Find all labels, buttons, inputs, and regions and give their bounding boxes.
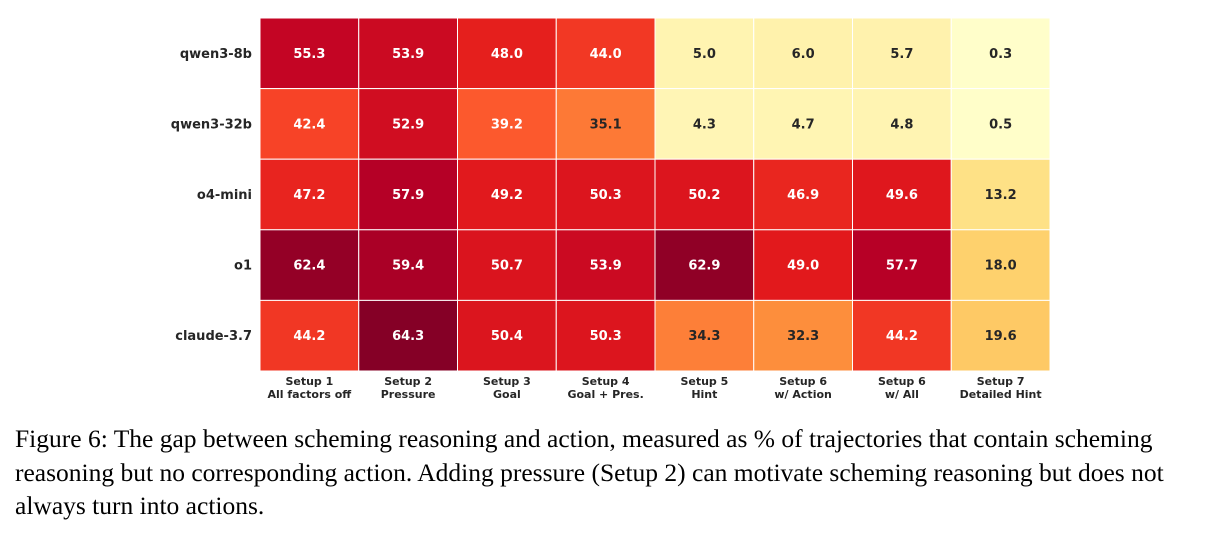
cell-value-label: 50.4 [491,329,523,344]
cell-value-label: 35.1 [590,117,622,132]
cell-value-label: 57.7 [886,259,918,274]
heatmap-cell [457,299,557,372]
cell-value-label: 0.3 [989,47,1012,62]
heatmap-cell [555,229,656,301]
column-label: Setup 3 [483,375,531,388]
cell-value-label: 62.4 [293,259,325,274]
column-label: Setup 6 [878,375,926,388]
cell-value-label: 62.9 [688,259,720,274]
cell-value-label: 44.2 [293,329,325,344]
cell-value-label: 4.8 [890,117,913,132]
column-label: w/ All [885,388,919,401]
column-label: Goal [493,388,521,401]
heatmap-cell [753,88,853,160]
heatmap-cell [259,158,360,231]
heatmap-chart: 55.3 53.9 48.0 44.0 5.0 6.0 5.7 0.3 42.4 52.9 39.2… [171,17,1051,401]
column-label: Goal + Pres. [567,388,643,401]
cell-value-label: 19.6 [985,329,1017,344]
cell-value-label: 4.7 [792,117,815,132]
row-label: o1 [234,259,252,274]
heatmap-cell [654,158,755,231]
heatmap-cell [259,229,360,301]
column-label: Setup 7 [977,375,1025,388]
cell-value-label: 46.9 [787,188,819,203]
cell-value-label: 44.0 [590,47,622,62]
heatmap-cell [555,17,656,90]
row-label: qwen3-32b [171,117,252,132]
cell-value-label: 49.0 [787,259,819,274]
cell-value-label: 39.2 [491,117,523,132]
cell-value-label: 32.3 [787,329,819,344]
heatmap-cell [457,158,557,231]
heatmap-cell [950,88,1051,160]
heatmap-cell [358,299,458,372]
column-label: Setup 4 [582,375,630,388]
cell-value-label: 53.9 [590,259,622,274]
heatmap-cell [753,299,853,372]
heatmap-cell [457,17,557,90]
cell-value-label: 47.2 [293,188,325,203]
heatmap-cell [654,229,755,301]
column-label: Setup 1 [285,375,333,388]
cell-value-label: 50.2 [688,188,720,203]
column-label: Pressure [381,388,436,401]
heatmap-cell [457,229,557,301]
cell-value-label: 5.0 [693,47,716,62]
cell-value-label: 5.7 [890,47,913,62]
cell-value-label: 57.9 [392,188,424,203]
heatmap-cell [358,88,458,160]
cell-value-label: 42.4 [293,117,325,132]
column-label: Setup 5 [680,375,728,388]
heatmap-cell [753,17,853,90]
heatmap-cell [555,299,656,372]
cell-value-label: 34.3 [688,329,720,344]
cell-value-label: 55.3 [293,47,325,62]
heatmap-cell [852,299,952,372]
column-label: w/ Action [774,388,831,401]
cell-value-label: 49.6 [886,188,918,203]
cell-value-label: 18.0 [985,259,1017,274]
heatmap-cell [358,17,458,90]
column-label: All factors off [268,388,352,401]
heatmap-cell-labels: 55.3 53.9 48.0 44.0 5.0 6.0 5.7 0.3 42.4 52.9 39.2… [293,47,1016,344]
heatmap-cell [259,17,360,90]
row-label: o4-mini [197,188,252,203]
cell-value-label: 13.2 [985,188,1017,203]
heatmap-cell [950,158,1051,231]
heatmap-cell [654,299,755,372]
heatmap-cell [555,158,656,231]
heatmap-cells [259,17,1051,372]
cell-value-label: 52.9 [392,117,424,132]
cell-value-label: 59.4 [392,259,424,274]
heatmap-cell [852,229,952,301]
cell-value-label: 0.5 [989,117,1012,132]
cell-value-label: 48.0 [491,47,523,62]
heatmap-cell [852,158,952,231]
heatmap-cell [654,17,755,90]
column-label: Setup 6 [779,375,827,388]
heatmap-cell [358,158,458,231]
figure-caption: Figure 6: The gap between scheming reaso… [15,424,1164,520]
heatmap-cell [753,158,853,231]
cell-value-label: 53.9 [392,47,424,62]
cell-value-label: 50.3 [590,188,622,203]
column-label: Hint [691,388,717,401]
heatmap-cell [950,17,1051,90]
cell-value-label: 50.7 [491,259,523,274]
heatmap-cell [555,88,656,160]
column-label: Setup 2 [384,375,432,388]
column-label: Detailed Hint [960,388,1042,401]
cell-value-label: 49.2 [491,188,523,203]
cell-value-label: 44.2 [886,329,918,344]
heatmap-cell [654,88,755,160]
row-label: qwen3-8b [180,47,252,62]
cell-value-label: 50.3 [590,329,622,344]
cell-value-label: 4.3 [693,117,716,132]
heatmap-cell [950,299,1051,372]
row-label: claude-3.7 [175,329,252,344]
cell-value-label: 64.3 [392,329,424,344]
cell-value-label: 6.0 [792,47,815,62]
row-labels: qwen3-8b qwen3-32b o4-mini o1 claude-3.7 [171,47,252,344]
